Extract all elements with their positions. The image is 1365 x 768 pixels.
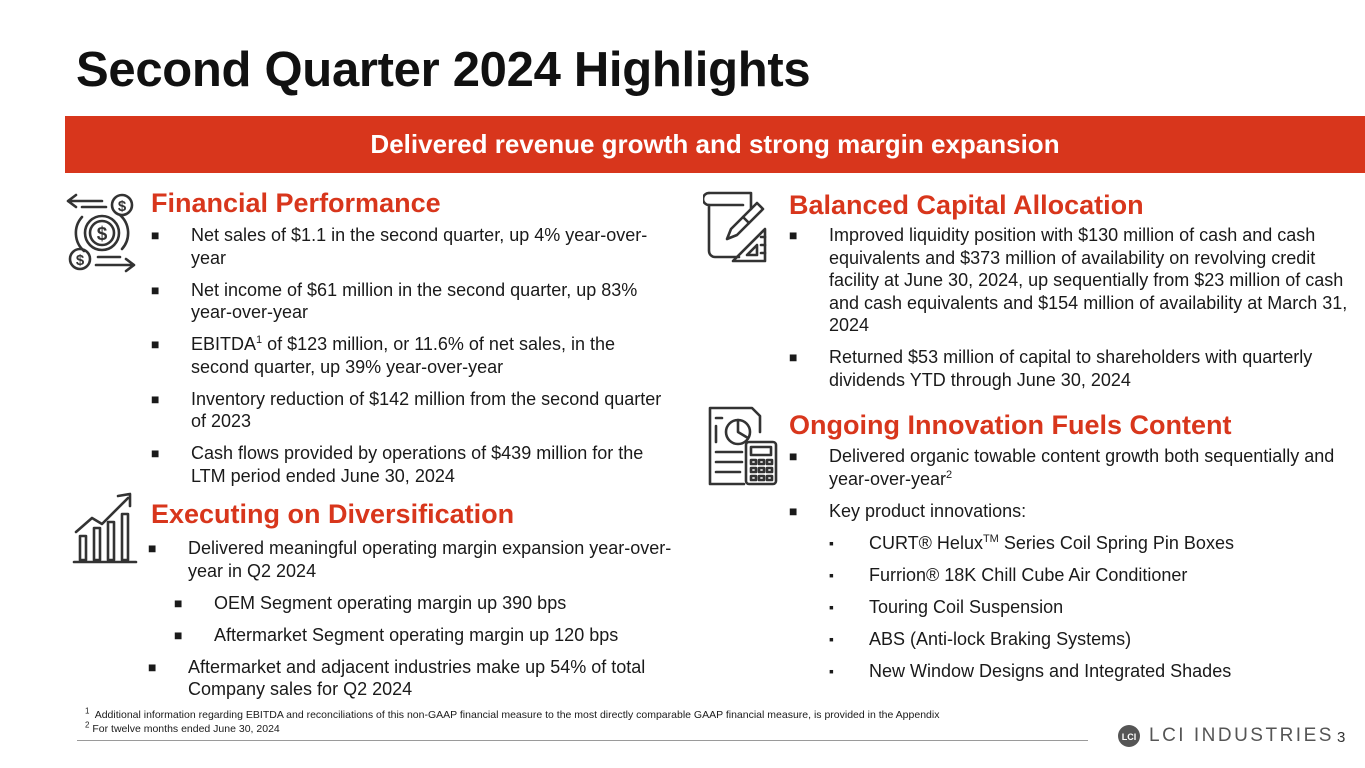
ongoing-innovation-heading: Ongoing Innovation Fuels Content	[789, 410, 1232, 440]
page-number: 3	[1337, 729, 1346, 746]
list-item: Improved liquidity position with $130 mi…	[789, 224, 1349, 337]
list-item: Delivered organic towable content growth…	[789, 445, 1349, 490]
innovation-bullets: Delivered organic towable content growth…	[789, 445, 1349, 692]
list-item: Aftermarket and adjacent industries make…	[148, 656, 673, 701]
capital-bullets: Improved liquidity position with $130 mi…	[789, 224, 1349, 401]
financial-bullets: Net sales of $1.1 in the second quarter,…	[151, 224, 671, 497]
list-item: CURT® HeluxTM Series Coil Spring Pin Box…	[789, 532, 1349, 555]
svg-text:$: $	[97, 224, 108, 245]
list-item: Delivered meaningful operating margin ex…	[148, 537, 673, 582]
list-item: Furrion® 18K Chill Cube Air Conditioner	[789, 564, 1349, 587]
page-title: Second Quarter 2024 Highlights	[76, 43, 811, 97]
svg-text:LCI: LCI	[1122, 732, 1137, 742]
headline-banner: Delivered revenue growth and strong marg…	[65, 116, 1365, 173]
list-item: EBITDA1 of $123 million, or 11.6% of net…	[151, 333, 671, 378]
list-item: OEM Segment operating margin up 390 bps	[148, 592, 673, 615]
list-item: Cash flows provided by operations of $43…	[151, 442, 671, 487]
executing-diversification-heading: Executing on Diversification	[151, 499, 515, 529]
company-logo: LCI LCI INDUSTRIES	[1117, 724, 1334, 748]
report-calculator-icon	[708, 406, 778, 486]
list-item: ABS (Anti-lock Braking Systems)	[789, 628, 1349, 651]
money-exchange-icon: $ $ $	[66, 193, 136, 273]
list-item: Aftermarket Segment operating margin up …	[148, 624, 673, 647]
list-item: Returned $53 million of capital to share…	[789, 346, 1349, 391]
list-item: Net income of $61 million in the second …	[151, 279, 671, 324]
list-item: Net sales of $1.1 in the second quarter,…	[151, 224, 671, 269]
footnote-1: 1 Additional information regarding EBITD…	[85, 706, 940, 721]
balanced-capital-heading: Balanced Capital Allocation	[789, 190, 1144, 220]
list-item: Inventory reduction of $142 million from…	[151, 388, 671, 433]
financial-performance-heading: Financial Performance	[151, 188, 441, 218]
growth-chart-icon	[72, 492, 138, 564]
logo-text: LCI INDUSTRIES	[1149, 725, 1334, 746]
svg-text:$: $	[76, 252, 85, 269]
svg-text:$: $	[118, 198, 127, 215]
footer-divider	[77, 740, 1088, 741]
list-item: Touring Coil Suspension	[789, 596, 1349, 619]
list-item: New Window Designs and Integrated Shades	[789, 660, 1349, 683]
diversification-bullets: Delivered meaningful operating margin ex…	[148, 537, 673, 710]
blueprint-pencil-icon	[703, 191, 767, 263]
list-item: Key product innovations:	[789, 500, 1349, 523]
footnote-2: 2 For twelve months ended June 30, 2024	[85, 720, 280, 735]
lci-logo-mark-icon: LCI	[1118, 725, 1140, 747]
